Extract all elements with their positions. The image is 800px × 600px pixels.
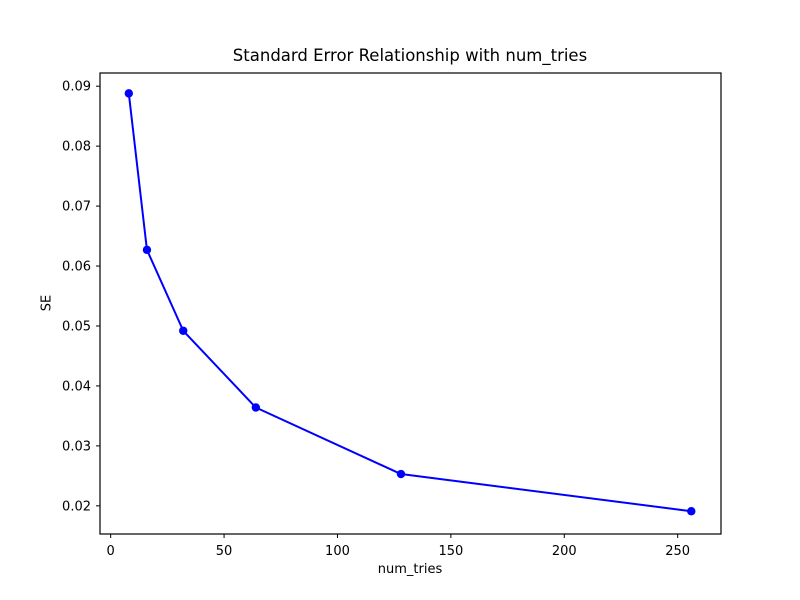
y-tick-label: 0.03 bbox=[62, 439, 91, 454]
x-tick-label: 100 bbox=[325, 544, 350, 559]
data-point-marker bbox=[124, 89, 134, 98]
x-tick-label: 250 bbox=[665, 544, 690, 559]
data-point-marker bbox=[179, 326, 188, 335]
y-axis-label: SE bbox=[39, 294, 55, 312]
series-line bbox=[127, 92, 693, 513]
chart-title: Standard Error Relationship with num_tri… bbox=[232, 46, 588, 65]
x-tick-label: 50 bbox=[216, 544, 233, 559]
y-tick-label: 0.04 bbox=[62, 379, 91, 394]
y-tick-label: 0.08 bbox=[62, 140, 91, 155]
data-point-marker bbox=[142, 245, 152, 255]
axes-spines bbox=[99, 72, 722, 535]
y-tick-label: 0.07 bbox=[62, 200, 91, 215]
data-point-marker bbox=[396, 469, 406, 479]
x-tick-label: 150 bbox=[438, 544, 463, 559]
x-tick-label: 200 bbox=[552, 544, 577, 559]
y-tick-label: 0.06 bbox=[62, 260, 91, 275]
y-tick-label: 0.05 bbox=[62, 319, 91, 334]
x-axis-label: num_tries bbox=[377, 562, 443, 577]
data-point-marker bbox=[687, 507, 696, 516]
y-tick-label: 0.02 bbox=[62, 499, 91, 514]
y-tick-label: 0.09 bbox=[62, 80, 91, 95]
x-tick-label: 0 bbox=[107, 544, 115, 559]
data-point-marker bbox=[251, 403, 261, 412]
